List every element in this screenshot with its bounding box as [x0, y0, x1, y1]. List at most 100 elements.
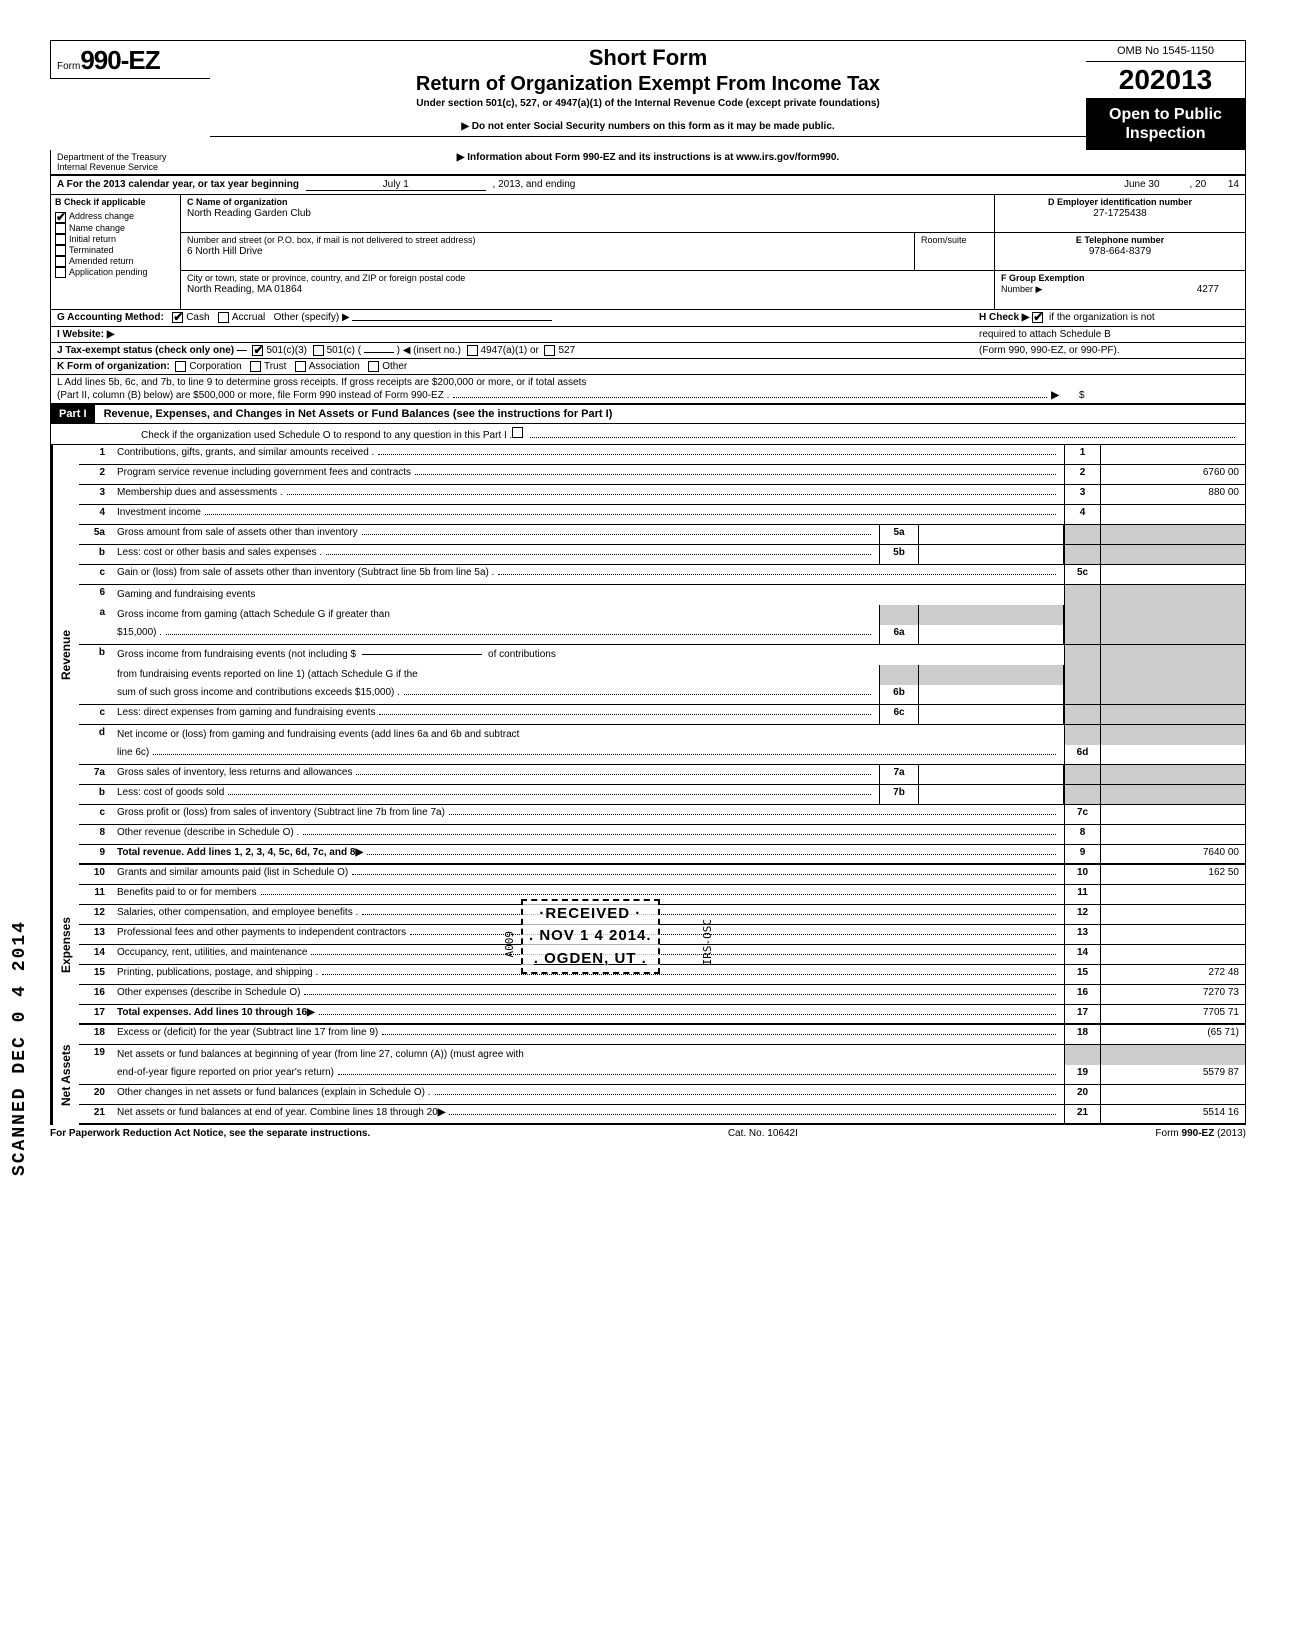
- b-opt-0: Address change: [69, 211, 134, 221]
- line-12-rno: 12: [1064, 905, 1100, 924]
- form-number-cell: Form990-EZ: [50, 40, 210, 79]
- expenses-section: Expenses 10 Grants and similar amounts p…: [50, 865, 1246, 1025]
- line-8: 8 Other revenue (describe in Schedule O)…: [79, 825, 1245, 845]
- line-8-val: [1100, 825, 1245, 844]
- line-6b-desc3: sum of such gross income and contributio…: [117, 687, 400, 698]
- checkbox-trust[interactable]: [250, 361, 261, 372]
- line-14: 14 Occupancy, rent, utilities, and maint…: [79, 945, 1245, 965]
- k-assoc: Association: [309, 361, 360, 372]
- row-l-1: L Add lines 5b, 6c, and 7b, to line 9 to…: [50, 375, 1246, 388]
- checkbox-accrual[interactable]: [218, 312, 229, 323]
- stamp-irsosc: IRS-OSC: [701, 919, 714, 965]
- line-7c-val: [1100, 805, 1245, 824]
- line-20-desc: Other changes in net assets or fund bala…: [117, 1087, 431, 1098]
- line-6d-1: d Net income or (loss) from gaming and f…: [79, 725, 1245, 745]
- line-14-desc: Occupancy, rent, utilities, and maintena…: [117, 947, 307, 958]
- line-5b-desc: Less: cost or other basis and sales expe…: [117, 547, 322, 558]
- checkbox-initial-return[interactable]: [55, 234, 66, 245]
- line-6b-1: b Gross income from fundraising events (…: [79, 645, 1245, 665]
- open-public-2: Inspection: [1125, 125, 1205, 142]
- line-20-no: 20: [79, 1085, 113, 1104]
- line-13-rno: 13: [1064, 925, 1100, 944]
- checkbox-terminated[interactable]: [55, 245, 66, 256]
- line-20-rno: 20: [1064, 1085, 1100, 1104]
- line-15-val: 272 48: [1100, 965, 1245, 984]
- line-6b-desc1b: of contributions: [488, 649, 556, 660]
- line-9-rno: 9: [1064, 845, 1100, 863]
- line-19-2: end-of-year figure reported on prior yea…: [79, 1065, 1245, 1085]
- line-17-val: 7705 71: [1100, 1005, 1245, 1023]
- line-5c: c Gain or (loss) from sale of assets oth…: [79, 565, 1245, 585]
- received-stamp: ·RECEIVED · . NOV 1 4 2014. . OGDEN, UT …: [521, 899, 660, 975]
- line-6d-no2: [79, 745, 113, 764]
- row-a-label: A For the 2013 calendar year, or tax yea…: [57, 179, 299, 190]
- line-14-val: [1100, 945, 1245, 964]
- checkbox-other[interactable]: [368, 361, 379, 372]
- stamp-received: ·RECEIVED ·: [529, 903, 652, 926]
- checkbox-h[interactable]: [1032, 312, 1043, 323]
- checkbox-527[interactable]: [544, 345, 555, 356]
- line-3-no: 3: [79, 485, 113, 504]
- line-5a-ino: 5a: [879, 525, 919, 544]
- room-label: Room/suite: [921, 235, 967, 245]
- checkbox-501c3[interactable]: [252, 345, 263, 356]
- g-label: G Accounting Method:: [57, 313, 164, 324]
- line-6a-g1: [879, 605, 919, 625]
- line-16-rno: 16: [1064, 985, 1100, 1004]
- row-l-2: (Part II, column (B) below) are $500,000…: [50, 388, 1246, 405]
- line-11-no: 11: [79, 885, 113, 904]
- line-6b-g6: [1100, 665, 1245, 685]
- line-2-val: 6760 00: [1100, 465, 1245, 484]
- row-g-h: G Accounting Method: Cash Accrual Other …: [50, 309, 1246, 326]
- j-opt3: 4947(a)(1) or: [481, 345, 539, 356]
- checkbox-501c[interactable]: [313, 345, 324, 356]
- line-19-rno: 19: [1064, 1065, 1100, 1084]
- row-j: J Tax-exempt status (check only one) — 5…: [50, 343, 1246, 359]
- h-text2: required to attach Schedule B: [979, 329, 1111, 340]
- line-5b-grey: [1064, 545, 1100, 564]
- line-6b-g4: [919, 665, 1064, 685]
- stamp-date: . NOV 1 4 2014.: [529, 925, 652, 948]
- line-7c-desc: Gross profit or (loss) from sales of inv…: [117, 807, 445, 818]
- checkbox-4947[interactable]: [467, 345, 478, 356]
- c-label: C Name of organization: [187, 197, 288, 207]
- g-accrual: Accrual: [232, 313, 265, 324]
- notice-ssn: ▶ Do not enter Social Security numbers o…: [218, 121, 1078, 132]
- line-5b-no: b: [79, 545, 113, 564]
- phone: 978-664-8379: [1089, 246, 1151, 257]
- row-a-suffix: , 20: [1190, 179, 1207, 190]
- b-label: B Check if applicable: [55, 197, 176, 207]
- checkbox-corp[interactable]: [175, 361, 186, 372]
- j-opt1: 501(c)(3): [266, 345, 307, 356]
- line-6b-g2: [1100, 645, 1245, 665]
- checkbox-assoc[interactable]: [295, 361, 306, 372]
- scanned-stamp: SCANNED DEC 0 4 2014: [10, 920, 30, 1176]
- line-1-rno: 1: [1064, 445, 1100, 464]
- checkbox-name-change[interactable]: [55, 223, 66, 234]
- line-21-desc: Net assets or fund balances at end of ye…: [117, 1107, 438, 1118]
- l-dollar: $: [1059, 390, 1239, 401]
- line-11-rno: 11: [1064, 885, 1100, 904]
- checkbox-app-pending[interactable]: [55, 267, 66, 278]
- line-7b-g1: [1064, 785, 1100, 804]
- line-15-rno: 15: [1064, 965, 1100, 984]
- line-10-rno: 10: [1064, 865, 1100, 884]
- line-10-no: 10: [79, 865, 113, 884]
- checkbox-address-change[interactable]: [55, 212, 66, 223]
- line-6b-no: b: [79, 645, 113, 665]
- line-5a-grey2: [1100, 525, 1245, 544]
- line-5a-grey: [1064, 525, 1100, 544]
- line-16-no: 16: [79, 985, 113, 1004]
- b-opt-1: Name change: [69, 223, 125, 233]
- checkbox-amended[interactable]: [55, 256, 66, 267]
- line-3: 3 Membership dues and assessments . 3 88…: [79, 485, 1245, 505]
- line-5b: b Less: cost or other basis and sales ex…: [79, 545, 1245, 565]
- checkbox-schedule-o[interactable]: [512, 427, 523, 438]
- checkbox-cash[interactable]: [172, 312, 183, 323]
- row-i: I Website: ▶ required to attach Schedule…: [50, 327, 1246, 343]
- line-21-no: 21: [79, 1105, 113, 1123]
- tax-year-end: June 30: [1097, 179, 1187, 190]
- line-17-desc: Total expenses. Add lines 10 through 16: [117, 1007, 307, 1018]
- line-6a-2: $15,000) . 6a: [79, 625, 1245, 645]
- line-6a-g2: [919, 605, 1064, 625]
